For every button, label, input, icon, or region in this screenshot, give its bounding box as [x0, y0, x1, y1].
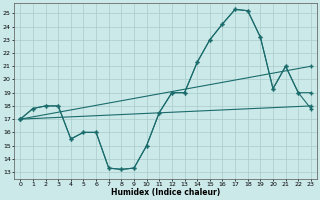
- X-axis label: Humidex (Indice chaleur): Humidex (Indice chaleur): [111, 188, 220, 197]
